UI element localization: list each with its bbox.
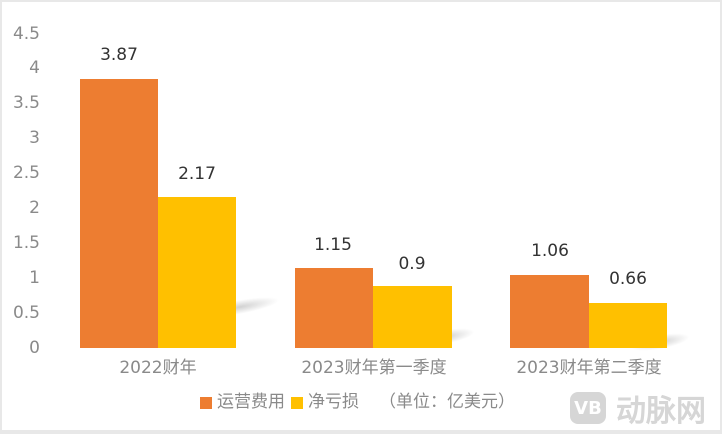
y-tick: 0 [29,338,40,358]
legend-label: 运营费用 [217,392,285,412]
legend-item-opex[interactable]: 运营费用 [200,394,285,411]
y-tick: 1.5 [12,233,40,253]
legend-label: 净亏损 [308,392,359,412]
x-label: 2023财年第二季度 [516,358,662,378]
data-label: 1.06 [531,241,569,261]
bar-netloss-2022 [158,197,236,348]
bar-opex-2022 [80,79,158,348]
x-label: 2022财年 [119,358,197,378]
x-label: 2023财年第一季度 [301,358,447,378]
legend-item-netloss[interactable]: 净亏损 [291,394,359,411]
unit-note: （单位：亿美元） [379,392,515,412]
legend-swatch-icon [200,396,212,409]
y-tick: 4.5 [12,24,40,44]
bar-netloss-2023q1 [373,286,452,348]
data-label: 3.87 [100,45,138,65]
y-tick: 2 [29,198,40,218]
watermark-text: 动脉网 [616,394,706,429]
y-tick: 3.5 [12,93,40,113]
bar-opex-2023q1 [295,268,373,348]
data-label: 0.9 [398,254,426,274]
data-label: 1.15 [314,235,352,255]
data-label: 2.17 [178,164,216,184]
legend-swatch-icon [291,396,303,409]
y-tick: 2.5 [12,163,40,183]
data-label: 0.66 [609,269,647,289]
y-tick: 0.5 [12,303,40,323]
bar-opex-2023q2 [510,275,589,348]
vb-logo-icon: VB [570,392,606,424]
y-tick: 1 [29,268,40,288]
bar-netloss-2023q2 [589,303,667,348]
legend: 运营费用 净亏损 （单位：亿美元） [200,394,515,411]
y-tick: 4 [29,58,40,78]
y-tick: 3 [29,128,40,148]
watermark: VB 动脉网 [570,386,706,430]
